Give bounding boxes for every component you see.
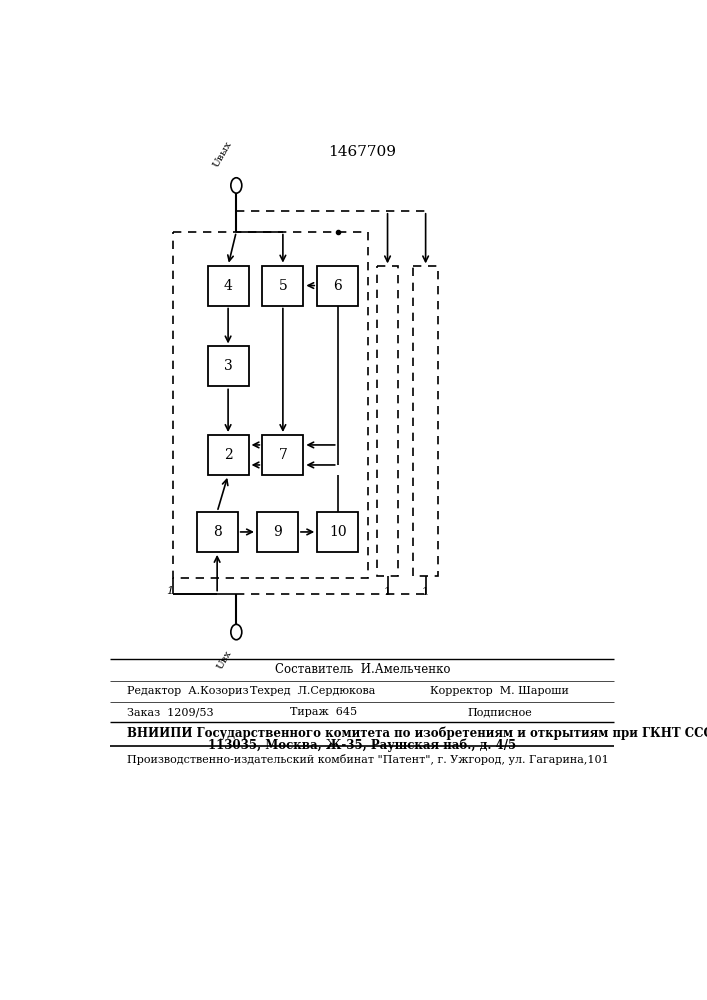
Text: 1467709: 1467709 xyxy=(328,145,397,159)
Bar xyxy=(317,266,358,306)
Bar xyxy=(262,266,303,306)
Bar xyxy=(208,435,249,475)
Text: 5: 5 xyxy=(279,279,287,293)
Text: 8: 8 xyxy=(213,525,221,539)
Text: Uвх: Uвх xyxy=(216,649,233,671)
Bar xyxy=(377,266,398,576)
Text: Производственно-издательский комбинат "Патент", г. Ужгород, ул. Гагарина,101: Производственно-издательский комбинат "П… xyxy=(127,754,609,765)
Text: 4: 4 xyxy=(223,279,233,293)
Text: 1: 1 xyxy=(422,587,429,597)
Bar xyxy=(208,346,249,386)
Text: ВНИИПИ Государственного комитета по изобретениям и открытиям при ГКНТ СССР: ВНИИПИ Государственного комитета по изоб… xyxy=(127,726,707,740)
Text: 113035, Москва, Ж-35, Раушская наб., д. 4/5: 113035, Москва, Ж-35, Раушская наб., д. … xyxy=(209,738,516,752)
Bar xyxy=(173,232,368,578)
Bar xyxy=(317,512,358,552)
Text: Тираж  645: Тираж 645 xyxy=(291,707,358,717)
Bar xyxy=(197,512,238,552)
Text: Uвых: Uвых xyxy=(211,139,233,169)
Bar xyxy=(257,512,298,552)
Text: 10: 10 xyxy=(329,525,346,539)
Text: 1: 1 xyxy=(384,587,391,597)
Text: 2: 2 xyxy=(223,448,233,462)
Text: 1: 1 xyxy=(166,586,173,596)
Bar xyxy=(262,435,303,475)
Bar xyxy=(208,266,249,306)
Bar xyxy=(414,266,438,576)
Text: Подписное: Подписное xyxy=(467,707,532,717)
Text: 7: 7 xyxy=(279,448,287,462)
Text: Редактор  А.Козориз: Редактор А.Козориз xyxy=(127,686,248,696)
Text: 9: 9 xyxy=(273,525,282,539)
Text: Техред  Л.Сердюкова: Техред Л.Сердюкова xyxy=(250,686,375,696)
Text: 6: 6 xyxy=(333,279,342,293)
Text: Составитель  И.Амельченко: Составитель И.Амельченко xyxy=(274,663,450,676)
Text: 3: 3 xyxy=(223,359,233,373)
Text: Заказ  1209/53: Заказ 1209/53 xyxy=(127,707,214,717)
Text: Корректор  М. Шароши: Корректор М. Шароши xyxy=(430,686,568,696)
